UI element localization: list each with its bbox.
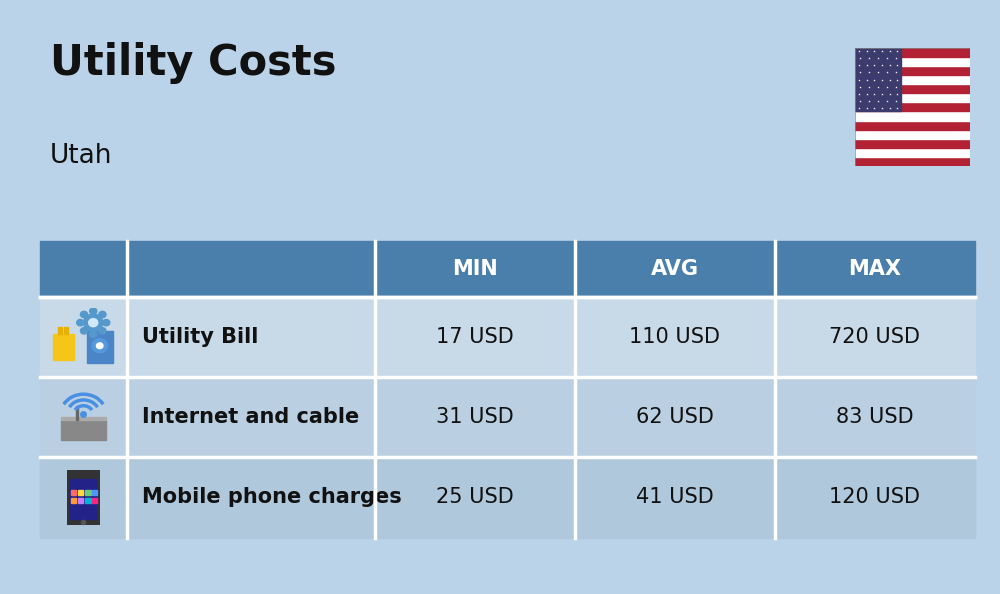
Circle shape: [103, 320, 110, 326]
Circle shape: [99, 311, 106, 318]
Text: 720 USD: 720 USD: [829, 327, 920, 347]
Bar: [76, 406, 78, 420]
Circle shape: [80, 311, 88, 318]
Text: MAX: MAX: [848, 259, 901, 279]
Bar: [78, 498, 83, 503]
Text: 25 USD: 25 USD: [436, 488, 514, 507]
Circle shape: [90, 331, 97, 337]
Bar: [78, 490, 83, 495]
Bar: [58, 327, 62, 334]
Bar: [855, 157, 970, 166]
Text: 41 USD: 41 USD: [636, 488, 714, 507]
Bar: [92, 490, 97, 495]
Bar: [71, 490, 76, 495]
Bar: [855, 48, 901, 112]
Text: Internet and cable: Internet and cable: [142, 407, 359, 427]
Text: Utility Costs: Utility Costs: [50, 42, 336, 84]
Text: AVG: AVG: [651, 259, 699, 279]
Text: Mobile phone charges: Mobile phone charges: [142, 488, 402, 507]
Bar: [70, 479, 96, 519]
Bar: [855, 112, 970, 121]
Bar: [85, 498, 91, 503]
Circle shape: [80, 328, 88, 334]
Text: 120 USD: 120 USD: [829, 488, 920, 507]
Circle shape: [89, 318, 98, 327]
Text: 83 USD: 83 USD: [836, 407, 914, 427]
Bar: [40, 457, 975, 538]
Bar: [855, 75, 970, 84]
Text: Utah: Utah: [50, 143, 112, 169]
Bar: [855, 56, 970, 66]
Bar: [71, 498, 76, 503]
Bar: [855, 48, 970, 56]
Circle shape: [90, 308, 97, 314]
Bar: [855, 102, 970, 112]
Bar: [40, 241, 975, 297]
Text: MIN: MIN: [452, 259, 498, 279]
Text: 62 USD: 62 USD: [636, 407, 714, 427]
Bar: [40, 377, 975, 457]
Circle shape: [96, 343, 103, 349]
Text: 110 USD: 110 USD: [629, 327, 720, 347]
Bar: [855, 139, 970, 148]
Bar: [855, 93, 970, 102]
Bar: [855, 148, 970, 157]
Text: 17 USD: 17 USD: [436, 327, 514, 347]
Circle shape: [99, 328, 106, 334]
Bar: [855, 129, 970, 139]
Text: 31 USD: 31 USD: [436, 407, 514, 427]
Bar: [53, 334, 74, 360]
Bar: [61, 420, 106, 440]
Bar: [40, 297, 975, 377]
Bar: [855, 84, 970, 93]
Bar: [61, 417, 106, 420]
Text: Utility Bill: Utility Bill: [142, 327, 258, 347]
Bar: [855, 66, 970, 75]
Bar: [855, 121, 970, 129]
Circle shape: [83, 314, 103, 331]
Bar: [67, 470, 100, 525]
Bar: [85, 490, 91, 495]
Bar: [87, 331, 113, 363]
Circle shape: [77, 320, 84, 326]
Circle shape: [92, 339, 108, 353]
Bar: [92, 498, 97, 503]
Bar: [64, 327, 68, 334]
